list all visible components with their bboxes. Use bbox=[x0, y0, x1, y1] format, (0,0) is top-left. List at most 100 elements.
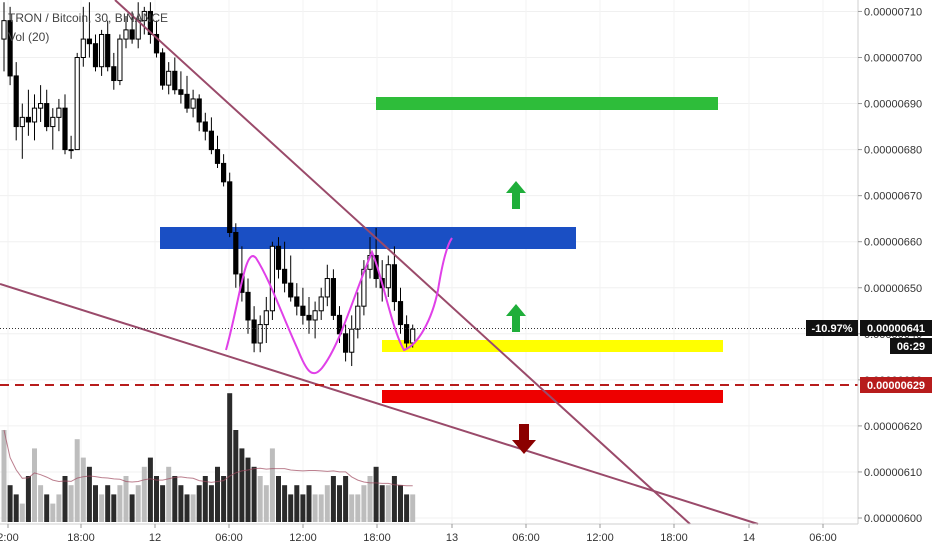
grid bbox=[0, 0, 858, 524]
candle-body bbox=[318, 296, 324, 312]
volume-bar bbox=[263, 485, 269, 522]
candle-body bbox=[190, 98, 196, 109]
candle-body bbox=[141, 10, 147, 22]
change-badge-bg bbox=[806, 320, 858, 336]
volume-bar bbox=[32, 448, 37, 522]
candle-body bbox=[7, 20, 13, 77]
price-axis: 0.00000710 0.00000700 0.00000690 0.00000680… bbox=[857, 0, 922, 525]
volume-bar bbox=[398, 485, 403, 522]
drawing-zones bbox=[160, 97, 723, 403]
candle-body bbox=[404, 324, 410, 344]
up-arrow-icon bbox=[506, 304, 526, 332]
time-tick-label: 06:00 bbox=[512, 532, 540, 544]
candle-body bbox=[68, 149, 74, 152]
candle-body bbox=[38, 103, 44, 109]
volume-bar bbox=[190, 494, 196, 522]
volume-bar bbox=[294, 485, 300, 522]
volume-bars bbox=[1, 393, 416, 522]
candle-body bbox=[257, 324, 263, 344]
candle-body bbox=[349, 328, 355, 353]
candle-body bbox=[172, 70, 178, 91]
volume-bar bbox=[306, 485, 312, 522]
volume-bar bbox=[269, 448, 275, 522]
volume-bar bbox=[355, 494, 361, 522]
candle-body bbox=[233, 231, 239, 275]
price-tick-label: 0.00000680 bbox=[864, 145, 922, 157]
volume-bar bbox=[68, 485, 74, 522]
candle-body bbox=[178, 89, 184, 95]
time-tick-label: 2:00 bbox=[0, 532, 19, 544]
time-tick-label: 18:00 bbox=[67, 532, 95, 544]
volume-bar bbox=[147, 457, 153, 522]
volume-bar bbox=[257, 476, 263, 522]
volume-bar bbox=[93, 485, 98, 522]
volume-bar bbox=[117, 485, 123, 522]
time-tick-label: 12:00 bbox=[289, 532, 317, 544]
price-candles bbox=[1, 2, 416, 367]
volume-bar bbox=[19, 503, 25, 522]
candle-body bbox=[99, 33, 105, 68]
line-price-label: 0.00000629 bbox=[867, 380, 925, 392]
volume-ma-polyline bbox=[3, 429, 413, 487]
candle-body bbox=[245, 291, 251, 321]
volume-bar bbox=[404, 494, 410, 522]
candle-body bbox=[50, 116, 56, 128]
time-tick-label: 18:00 bbox=[660, 532, 688, 544]
candle-body bbox=[44, 103, 50, 128]
candle-body bbox=[391, 264, 397, 303]
price-badge-bg bbox=[860, 320, 932, 336]
candle-body bbox=[1, 20, 7, 40]
candle-body bbox=[111, 66, 117, 82]
time-tick-label: 12 bbox=[149, 532, 161, 544]
volume-bar bbox=[178, 485, 184, 522]
price-tick-label: 0.00000620 bbox=[864, 421, 922, 433]
countdown-badge-bg bbox=[890, 338, 932, 354]
candle-body bbox=[19, 116, 25, 128]
candle-body bbox=[196, 98, 202, 123]
candle-body bbox=[105, 33, 111, 68]
candle-body bbox=[80, 38, 86, 59]
volume-bar bbox=[410, 494, 416, 522]
time-tick-label: 13 bbox=[446, 532, 458, 544]
descending-trendline bbox=[114, 0, 691, 525]
price-tick-label: 0.00000600 bbox=[864, 513, 922, 525]
candle-body bbox=[300, 305, 306, 316]
support-zone bbox=[382, 340, 723, 352]
time-tick-label: 12:00 bbox=[586, 532, 614, 544]
volume-ma-line bbox=[3, 429, 413, 487]
volume-bar bbox=[233, 430, 239, 522]
volume-bar bbox=[300, 494, 306, 522]
candle-body bbox=[275, 245, 282, 270]
volume-bar bbox=[373, 466, 379, 522]
candle-body bbox=[184, 93, 190, 109]
volume-bar bbox=[196, 485, 202, 522]
pattern-curve bbox=[225, 237, 453, 375]
volume-bar bbox=[172, 476, 178, 522]
resistance-target-zone bbox=[376, 97, 718, 110]
volume-bar bbox=[330, 476, 336, 522]
volume-bar bbox=[56, 494, 62, 522]
volume-bar bbox=[123, 476, 129, 522]
volume-bar bbox=[337, 485, 342, 522]
volume-bar bbox=[80, 457, 86, 522]
volume-bar bbox=[141, 466, 147, 522]
candle-body bbox=[147, 10, 154, 35]
volume-bar bbox=[276, 476, 281, 522]
volume-bar bbox=[324, 485, 330, 522]
candle-body bbox=[221, 162, 227, 183]
candle-body bbox=[263, 310, 269, 326]
price-tick-label: 0.00000710 bbox=[864, 6, 922, 18]
volume-bar bbox=[44, 494, 50, 522]
candle-body bbox=[355, 305, 361, 330]
volume-bar bbox=[129, 494, 135, 522]
candle-body bbox=[251, 319, 257, 344]
stop-zone bbox=[382, 390, 723, 403]
volume-bar bbox=[105, 485, 111, 522]
candle-body bbox=[62, 107, 68, 151]
time-tick-label: 06:00 bbox=[215, 532, 243, 544]
drawing-lines bbox=[0, 0, 858, 525]
candle-body bbox=[410, 328, 416, 344]
candle-body bbox=[160, 52, 166, 86]
